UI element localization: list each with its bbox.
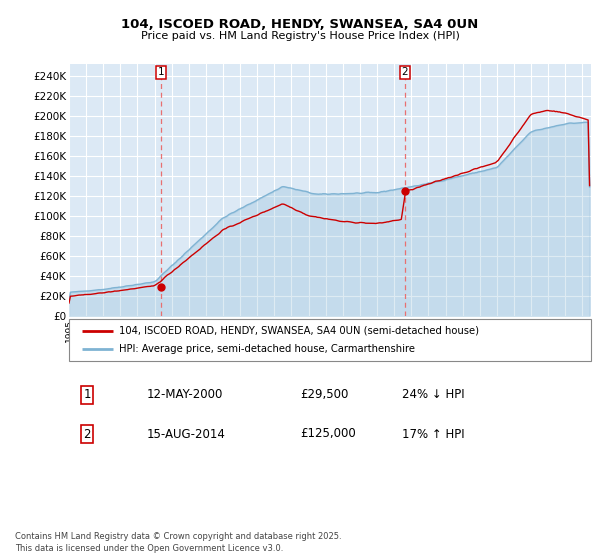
- Text: 104, ISCOED ROAD, HENDY, SWANSEA, SA4 0UN (semi-detached house): 104, ISCOED ROAD, HENDY, SWANSEA, SA4 0U…: [119, 326, 479, 336]
- Text: 2: 2: [83, 427, 91, 441]
- Text: 15-AUG-2014: 15-AUG-2014: [147, 427, 226, 441]
- Text: 24% ↓ HPI: 24% ↓ HPI: [402, 388, 464, 402]
- Text: £29,500: £29,500: [300, 388, 349, 402]
- FancyBboxPatch shape: [69, 319, 591, 361]
- Text: Contains HM Land Registry data © Crown copyright and database right 2025.
This d: Contains HM Land Registry data © Crown c…: [15, 533, 341, 553]
- Text: 12-MAY-2000: 12-MAY-2000: [147, 388, 223, 402]
- Text: 17% ↑ HPI: 17% ↑ HPI: [402, 427, 464, 441]
- Text: 1: 1: [83, 388, 91, 402]
- Text: 1: 1: [157, 67, 164, 77]
- Text: 2: 2: [401, 67, 408, 77]
- Text: 104, ISCOED ROAD, HENDY, SWANSEA, SA4 0UN: 104, ISCOED ROAD, HENDY, SWANSEA, SA4 0U…: [121, 18, 479, 31]
- Text: Price paid vs. HM Land Registry's House Price Index (HPI): Price paid vs. HM Land Registry's House …: [140, 31, 460, 41]
- Text: HPI: Average price, semi-detached house, Carmarthenshire: HPI: Average price, semi-detached house,…: [119, 344, 415, 354]
- Text: £125,000: £125,000: [300, 427, 356, 441]
